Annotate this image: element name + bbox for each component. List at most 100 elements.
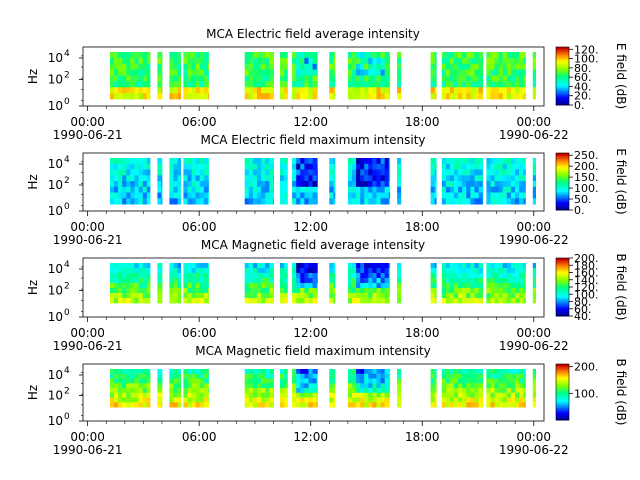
spectrogram-cell (494, 392, 500, 398)
spectrogram-cell (368, 278, 373, 284)
spectrogram-cell (308, 93, 313, 100)
spectrogram-cell (430, 93, 436, 100)
spectrogram-cell (506, 373, 512, 379)
spectrogram-cell (458, 93, 463, 100)
spectrogram-cell (207, 181, 209, 188)
spectrogram-cell (384, 169, 390, 176)
spectrogram-cell (110, 87, 115, 94)
spectrogram-cell (445, 52, 451, 59)
spectrogram-cell (126, 81, 131, 88)
spectrogram-cell (191, 369, 197, 375)
spectrogram-cell (384, 373, 390, 379)
spectrogram-cell (376, 163, 381, 170)
spectrogram-cell (397, 181, 402, 188)
colorbar-band (556, 387, 569, 390)
spectrogram-cell (257, 198, 262, 205)
spectrogram-cell (296, 378, 301, 384)
spectrogram-cell (490, 288, 495, 294)
spectrogram-cell (130, 397, 135, 403)
spectrogram-cell (384, 69, 390, 76)
spectrogram-cell (470, 273, 475, 279)
spectrogram-cell (376, 402, 381, 408)
spectrogram-cell (478, 293, 484, 299)
spectrogram-cell (498, 288, 504, 294)
spectrogram-cell (474, 293, 479, 299)
spectrogram-cell (177, 192, 181, 199)
spectrogram-cell (118, 402, 123, 408)
spectrogram-cell (478, 198, 484, 205)
spectrogram-cell (130, 273, 135, 279)
spectrogram-cell (261, 52, 266, 59)
colorbar-band (556, 258, 569, 260)
spectrogram-cell (300, 87, 305, 94)
spectrogram-cell (474, 87, 479, 94)
spectrogram-cell (384, 87, 390, 94)
spectrogram-cell (191, 93, 197, 100)
spectrogram-cell (146, 378, 151, 384)
colorbar-band (556, 63, 569, 65)
spectrogram-cell (356, 373, 361, 379)
spectrogram (110, 52, 536, 100)
spectrogram-cell (333, 69, 336, 76)
spectrogram-cell (470, 181, 475, 188)
spectrogram-cell (304, 163, 309, 170)
spectrogram-cell (118, 278, 123, 284)
colorbar-band (556, 382, 569, 385)
spectrogram-cell (142, 181, 148, 188)
spectrogram-cell (478, 263, 484, 269)
spectrogram-cell (478, 369, 484, 375)
spectrogram-cell (498, 69, 504, 76)
x-tick-label: 00:00 (516, 430, 551, 444)
spectrogram-cell (454, 288, 459, 294)
spectrogram-cell (177, 373, 181, 379)
spectrogram-cell (532, 298, 536, 304)
spectrogram-cell (364, 402, 369, 408)
spectrogram-cell (269, 278, 274, 284)
spectrogram-cell (284, 392, 288, 398)
spectrogram-cell (261, 163, 266, 170)
spectrogram-cell (352, 158, 357, 165)
spectrogram-cell (519, 93, 524, 100)
spectrogram-cell (161, 158, 163, 165)
spectrogram-cell (397, 57, 402, 65)
spectrogram-cell (257, 388, 262, 394)
spectrogram-cell (372, 397, 377, 403)
spectrogram-cell (474, 388, 479, 394)
spectrogram-cell (360, 57, 365, 65)
spectrogram-cell (458, 383, 463, 389)
colorbar-band (556, 81, 569, 84)
spectrogram-cell (352, 81, 357, 88)
spectrogram-cell (269, 373, 274, 379)
spectrogram-cell (462, 75, 467, 82)
spectrogram-cell (177, 288, 181, 294)
spectrogram-cell (368, 198, 373, 205)
spectrogram-cell (138, 169, 144, 176)
spectrogram-cell (300, 63, 305, 71)
spectrogram-cell (122, 268, 127, 274)
spectrogram-cell (441, 288, 447, 294)
spectrogram-cell (157, 369, 162, 375)
spectrogram-cell (449, 57, 455, 65)
y-tick-exponent: 0 (64, 97, 70, 107)
spectrogram-cell (532, 87, 536, 94)
colorbar-band (556, 83, 569, 86)
spectrogram-cell (434, 169, 437, 176)
spectrogram-cell (449, 278, 455, 284)
spectrogram-cell (134, 81, 139, 88)
spectrogram-cell (494, 369, 500, 375)
spectrogram-cell (445, 198, 451, 205)
spectrogram-cell (368, 69, 373, 76)
spectrogram-cell (458, 273, 463, 279)
spectrogram-cell (347, 383, 353, 389)
spectrogram-cell (466, 198, 471, 205)
spectrogram-cell (118, 175, 123, 182)
spectrogram-cell (280, 87, 285, 94)
spectrogram-cell (478, 192, 484, 199)
spectrogram-cell (449, 52, 455, 59)
spectrogram-cell (490, 52, 495, 59)
spectrogram-cell (384, 198, 390, 205)
spectrogram-cell (454, 69, 459, 76)
spectrogram-cell (356, 75, 361, 82)
spectrogram-cell (157, 397, 162, 403)
colorbar-band (556, 171, 569, 174)
